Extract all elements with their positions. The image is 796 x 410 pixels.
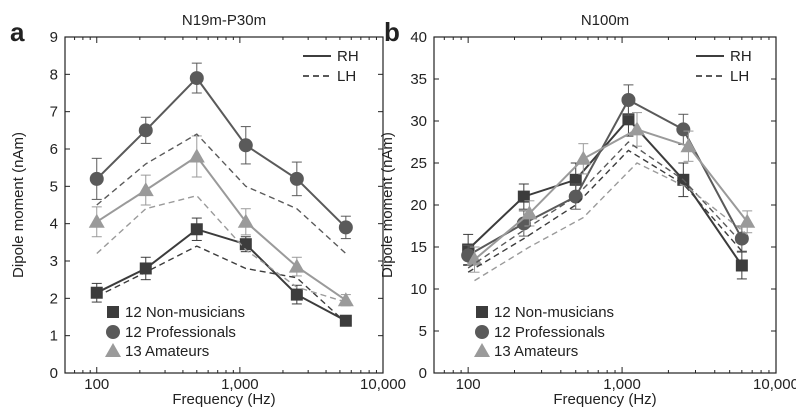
data-point-professionals-rh xyxy=(676,122,691,137)
x-tick-label: 1,000 xyxy=(221,376,259,393)
panel-b-legend-amateurs: 13 Amateurs xyxy=(494,343,578,360)
data-point-professionals-rh xyxy=(189,71,204,86)
data-point-amateurs-rh xyxy=(521,205,538,220)
panel-a-axes-frame xyxy=(64,36,384,374)
y-tick-label: 30 xyxy=(410,113,427,130)
y-tick-label: 1 xyxy=(50,328,58,345)
data-point-non-musicians-rh xyxy=(290,288,303,301)
legend-marker-amateurs xyxy=(105,343,121,357)
data-point-professionals-rh xyxy=(568,189,583,204)
series-line-professionals-lh xyxy=(96,133,347,255)
panel-b-title: N100m xyxy=(581,12,629,29)
series-line-amateurs-lh xyxy=(474,162,748,282)
x-tick-label: 100 xyxy=(456,376,481,393)
data-point-non-musicians-rh xyxy=(517,190,530,203)
y-tick-label: 10 xyxy=(410,281,427,298)
data-point-non-musicians-rh xyxy=(339,314,352,327)
x-tick-label: 100 xyxy=(84,376,109,393)
series-line-non-musicians-lh xyxy=(467,149,743,273)
series-line-non-musicians-rh xyxy=(96,228,347,322)
panel-b-legend-professionals: 12 Professionals xyxy=(494,324,605,341)
panel-a-legend-non-musicians: 12 Non-musicians xyxy=(125,304,245,321)
data-point-non-musicians-rh xyxy=(622,113,635,126)
data-point-amateurs-rh xyxy=(628,121,645,136)
data-point-amateurs-rh xyxy=(188,148,205,163)
data-point-amateurs-rh xyxy=(337,292,354,307)
x-tick-label: 1,000 xyxy=(603,376,641,393)
data-point-amateurs-rh xyxy=(575,150,592,165)
data-point-professionals-rh xyxy=(338,220,353,235)
panel-a-x-axis-label: Frequency (Hz) xyxy=(172,391,275,408)
y-tick-label: 0 xyxy=(419,365,427,382)
data-point-amateurs-rh xyxy=(466,251,483,266)
legend-marker-amateurs xyxy=(474,343,490,357)
y-tick-label: 20 xyxy=(410,197,427,214)
panel-b: b N100m Frequency (Hz) Dipole moment (nA… xyxy=(379,12,796,408)
data-point-non-musicians-rh xyxy=(90,286,103,299)
legend-marker-professionals xyxy=(106,325,120,339)
panel-b-y-axis-label: Dipole moment (nAm) xyxy=(379,132,396,278)
x-tick-label: 10,000 xyxy=(360,376,406,393)
data-point-amateurs-rh xyxy=(680,138,697,153)
data-point-amateurs-rh xyxy=(288,258,305,273)
panel-b-x-axis-label: Frequency (Hz) xyxy=(553,391,656,408)
y-tick-label: 0 xyxy=(50,365,58,382)
panel-a-legend-amateurs: 13 Amateurs xyxy=(125,343,209,360)
data-point-professionals-rh xyxy=(621,93,636,107)
data-point-non-musicians-rh xyxy=(139,262,152,275)
legend-marker-non-musicians xyxy=(107,306,119,318)
series-line-amateurs-rh xyxy=(473,128,748,261)
y-tick-label: 35 xyxy=(410,71,427,88)
data-point-amateurs-rh xyxy=(739,213,756,228)
y-tick-label: 4 xyxy=(50,216,58,233)
panel-b-legend-rh: RH xyxy=(730,48,752,65)
data-point-professionals-rh xyxy=(138,123,153,138)
data-point-professionals-rh xyxy=(238,138,253,153)
series-line-non-musicians-lh xyxy=(96,245,347,324)
panel-a-label: a xyxy=(10,17,25,47)
panel-b-legend-lh: LH xyxy=(730,68,749,85)
data-point-amateurs-rh xyxy=(137,182,154,197)
y-tick-label: 7 xyxy=(50,104,58,121)
panel-a: a N19m-P30m Frequency (Hz) Dipole moment… xyxy=(10,12,406,408)
y-tick-label: 25 xyxy=(410,155,427,172)
y-tick-label: 8 xyxy=(50,66,58,83)
data-point-non-musicians-rh xyxy=(239,238,252,251)
y-tick-label: 9 xyxy=(50,29,58,46)
data-point-amateurs-rh xyxy=(237,213,254,228)
legend-marker-non-musicians xyxy=(476,306,488,318)
data-point-non-musicians-rh xyxy=(569,173,582,186)
y-tick-label: 3 xyxy=(50,253,58,270)
y-tick-label: 6 xyxy=(50,141,58,158)
y-tick-label: 5 xyxy=(50,178,58,195)
data-point-non-musicians-rh xyxy=(190,223,203,236)
panel-a-legend-rh: RH xyxy=(337,48,359,65)
y-tick-label: 40 xyxy=(410,29,427,46)
panel-a-legend-lh: LH xyxy=(337,68,356,85)
panel-b-legend-non-musicians: 12 Non-musicians xyxy=(494,304,614,321)
legend-marker-professionals xyxy=(475,325,489,339)
data-point-professionals-rh xyxy=(89,171,104,186)
series-line-professionals-rh xyxy=(467,98,743,257)
x-tick-label: 10,000 xyxy=(753,376,796,393)
series-line-amateurs-rh xyxy=(96,155,347,302)
series-line-amateurs-lh xyxy=(96,194,347,303)
panel-a-y-axis-label: Dipole moment (nAm) xyxy=(10,132,27,278)
series-line-professionals-rh xyxy=(96,76,347,229)
data-point-non-musicians-rh xyxy=(735,259,748,272)
panel-b-label: b xyxy=(384,17,400,47)
data-point-amateurs-rh xyxy=(88,213,105,228)
data-point-professionals-rh xyxy=(289,171,304,186)
data-point-professionals-rh xyxy=(734,231,749,246)
y-tick-label: 2 xyxy=(50,290,58,307)
y-tick-label: 15 xyxy=(410,239,427,256)
y-tick-label: 5 xyxy=(419,323,427,340)
panel-a-title: N19m-P30m xyxy=(182,12,266,29)
panel-a-legend-professionals: 12 Professionals xyxy=(125,324,236,341)
